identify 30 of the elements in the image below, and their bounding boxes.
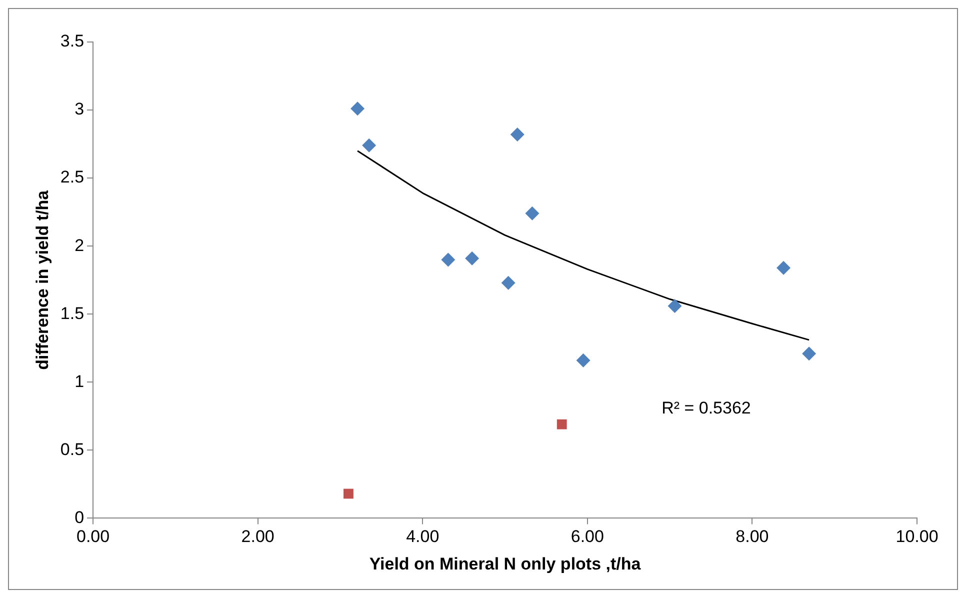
x-tick-label: 0.00 bbox=[76, 527, 110, 546]
y-tick-label: 3.5 bbox=[60, 32, 84, 51]
point bbox=[776, 260, 791, 275]
point bbox=[362, 138, 376, 152]
point bbox=[501, 276, 516, 290]
x-tick-label: 8.00 bbox=[736, 527, 769, 546]
x-tick-label: 6.00 bbox=[570, 527, 604, 546]
x-axis-title: Yield on Mineral N only plots ,t/ha bbox=[369, 554, 642, 574]
y-tick-label: 0.5 bbox=[60, 440, 84, 459]
y-tick-label: 3 bbox=[74, 100, 84, 119]
point bbox=[802, 346, 816, 361]
point bbox=[465, 251, 480, 266]
point bbox=[525, 206, 540, 220]
x-tick-label: 2.00 bbox=[241, 527, 274, 546]
point bbox=[576, 353, 590, 368]
point bbox=[350, 102, 365, 116]
x-tick-label: 4.00 bbox=[406, 527, 440, 546]
y-tick-label: 1.5 bbox=[60, 304, 84, 323]
point bbox=[556, 419, 567, 430]
point bbox=[344, 488, 354, 499]
annotation: R² = 0.5362 bbox=[662, 398, 751, 418]
y-axis-title: difference in yield t/ha bbox=[32, 190, 52, 370]
y-tick-label: 1 bbox=[74, 372, 84, 391]
y-tick-label: 2.5 bbox=[60, 168, 84, 187]
x-tick-label: 10.00 bbox=[896, 527, 938, 546]
y-tick-label: 0 bbox=[74, 508, 84, 527]
point bbox=[510, 128, 524, 142]
point bbox=[441, 252, 456, 267]
point bbox=[668, 298, 682, 313]
y-tick-label: 2 bbox=[74, 236, 84, 255]
